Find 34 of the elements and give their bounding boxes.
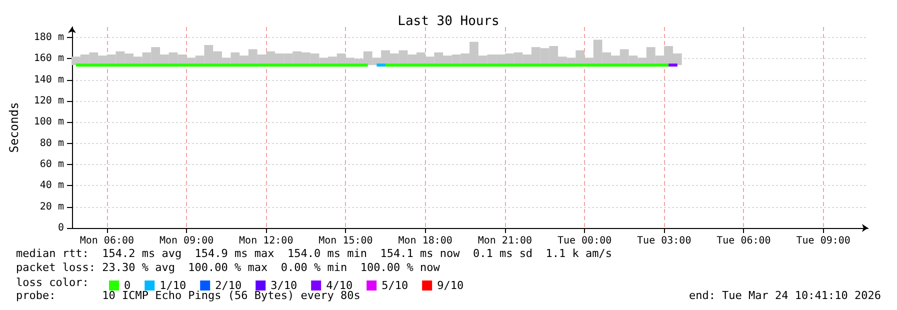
- y-tick-label: 160 m: [34, 53, 64, 64]
- x-tick-label: Mon 09:00: [159, 236, 214, 246]
- legend-label: 4/10: [326, 279, 353, 292]
- x-tick-label: Mon 15:00: [318, 236, 373, 246]
- legend-label: 2/10: [215, 279, 242, 292]
- legend-title: loss color:: [16, 276, 89, 289]
- chart-title: Last 30 Hours: [398, 14, 500, 29]
- x-tick-label: Mon 06:00: [80, 236, 134, 246]
- x-tick-label: Tue 03:00: [637, 236, 692, 246]
- y-tick-label: 180 m: [34, 32, 64, 44]
- legend-label: 9/10: [437, 279, 464, 292]
- legend-label: 1/10: [160, 279, 186, 292]
- text: end: Tue Mar 24 10:41:10 2026: [688, 289, 882, 302]
- y-tick-label: 140 m: [34, 74, 64, 86]
- y-tick-label: 40 m: [40, 180, 64, 192]
- legend-label: 3/10: [270, 279, 298, 292]
- y-tick-label: 100 m: [34, 116, 64, 128]
- legend-label: 5/10: [382, 279, 408, 292]
- y-axis-title: Seconds: [7, 102, 21, 153]
- text: packet loss: 23.30 % avg 100.00 % max 0.00 % min 100.00 % now: [16, 261, 440, 274]
- x-tick-label: Tue 00:00: [557, 236, 612, 246]
- y-tick-label: 120 m: [34, 96, 64, 107]
- y-tick-label: 80 m: [40, 138, 64, 149]
- legend-label: 0: [124, 279, 131, 292]
- x-tick-label: Tue 06:00: [716, 236, 771, 246]
- y-tick-label: 60 m: [40, 159, 64, 170]
- text: probe: 10 ICMP Echo Pings (56 Bytes) every 80s: [16, 289, 360, 302]
- y-tick-label: 0: [58, 222, 64, 234]
- x-tick-label: Tue 09:00: [796, 236, 850, 246]
- x-tick-label: Mon 21:00: [478, 236, 532, 246]
- x-tick-label: Mon 12:00: [239, 236, 294, 246]
- text: median rtt: 154.2 ms avg 154.9 ms max 154.0 ms min 154.1 ms now 0.1 ms sd 1.1 k am/s: [16, 247, 612, 260]
- x-tick-label: Mon 18:00: [398, 236, 452, 246]
- y-tick-label: 20 m: [40, 201, 64, 212]
